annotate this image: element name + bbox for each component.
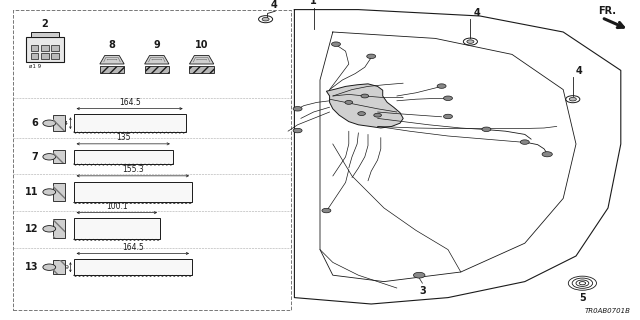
Bar — [13, 10, 291, 310]
Bar — [53, 183, 65, 201]
Circle shape — [570, 97, 576, 101]
Circle shape — [43, 226, 56, 232]
Text: 155.3: 155.3 — [122, 165, 143, 174]
Circle shape — [374, 113, 381, 117]
Text: 11: 11 — [25, 187, 38, 197]
Circle shape — [43, 189, 56, 195]
Text: 7: 7 — [31, 152, 38, 162]
Circle shape — [43, 154, 56, 160]
Text: 9: 9 — [154, 40, 160, 50]
Bar — [74, 181, 192, 202]
Circle shape — [293, 128, 302, 133]
Bar — [74, 259, 192, 275]
Bar — [53, 220, 65, 238]
Bar — [31, 45, 38, 51]
Bar — [53, 220, 65, 238]
Bar — [31, 32, 59, 37]
Text: 3: 3 — [419, 286, 426, 296]
Circle shape — [444, 96, 452, 100]
Circle shape — [322, 208, 331, 213]
Text: 164.5: 164.5 — [119, 98, 140, 107]
Text: 100.1: 100.1 — [106, 202, 127, 211]
Text: 9: 9 — [65, 265, 68, 270]
Bar — [51, 45, 59, 51]
Circle shape — [413, 272, 425, 278]
Circle shape — [43, 264, 56, 270]
Text: ø1 9: ø1 9 — [29, 64, 41, 69]
Bar — [53, 260, 65, 274]
Text: 4: 4 — [576, 66, 583, 76]
Polygon shape — [100, 56, 124, 64]
Circle shape — [542, 152, 552, 157]
Bar — [74, 114, 186, 132]
Bar — [53, 150, 65, 163]
Bar — [41, 45, 49, 51]
Circle shape — [358, 112, 365, 116]
Circle shape — [43, 120, 56, 126]
Text: 5: 5 — [579, 293, 586, 303]
Polygon shape — [145, 56, 169, 64]
Circle shape — [437, 84, 446, 88]
Bar — [189, 66, 214, 73]
Text: 1: 1 — [310, 0, 317, 6]
Bar — [53, 150, 65, 163]
Circle shape — [367, 54, 376, 59]
Circle shape — [332, 42, 340, 46]
Text: 12: 12 — [25, 224, 38, 234]
Circle shape — [345, 100, 353, 104]
Circle shape — [293, 107, 302, 111]
Bar — [53, 260, 65, 274]
Circle shape — [482, 127, 491, 132]
Circle shape — [262, 18, 269, 21]
Text: 10: 10 — [195, 40, 209, 50]
Text: 4: 4 — [474, 8, 481, 18]
Circle shape — [444, 114, 452, 119]
Bar — [53, 115, 65, 131]
Bar — [51, 53, 59, 59]
Polygon shape — [326, 84, 403, 128]
Bar — [31, 53, 38, 59]
Text: 6: 6 — [31, 118, 38, 128]
Circle shape — [520, 140, 529, 144]
Text: 164.5: 164.5 — [122, 243, 143, 252]
Bar — [26, 37, 64, 62]
Text: 135: 135 — [116, 133, 131, 142]
Bar — [74, 149, 173, 164]
Bar — [53, 115, 65, 131]
Text: 8: 8 — [109, 40, 115, 50]
Bar — [100, 66, 124, 73]
Text: 4: 4 — [271, 0, 277, 10]
Text: 2: 2 — [42, 19, 48, 29]
Circle shape — [467, 40, 474, 43]
Bar — [41, 53, 49, 59]
Bar — [74, 219, 160, 239]
Text: 9.4: 9.4 — [58, 121, 68, 126]
Text: TR0AB0701B: TR0AB0701B — [584, 308, 630, 314]
Bar — [145, 66, 169, 73]
Text: 13: 13 — [25, 262, 38, 272]
Text: FR.: FR. — [598, 6, 616, 16]
Circle shape — [361, 94, 369, 98]
Bar — [53, 183, 65, 201]
Polygon shape — [189, 56, 214, 64]
